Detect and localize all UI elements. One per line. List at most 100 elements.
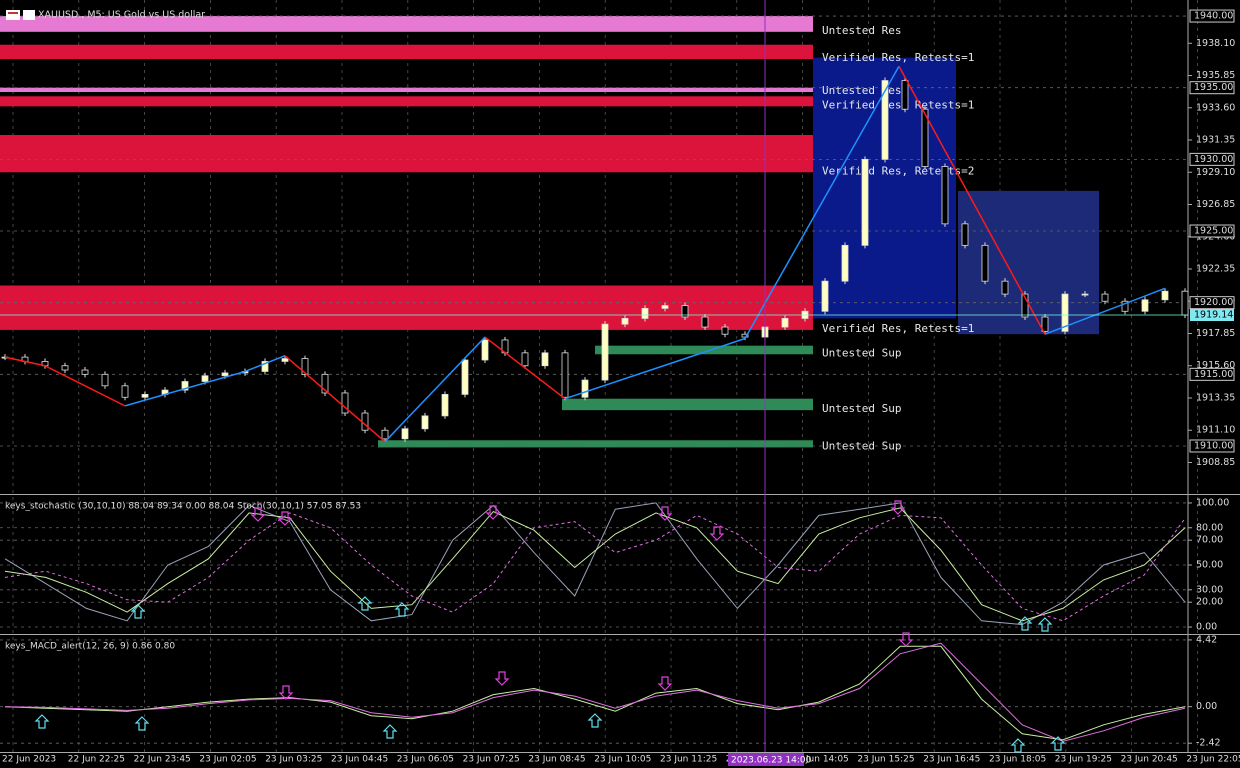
candle xyxy=(81,369,89,375)
cursor-label: 2023.06.23 14:00 xyxy=(731,756,812,766)
candle xyxy=(901,80,909,110)
y-tick-label: 1917.85 xyxy=(1196,328,1235,339)
y-tick-label: 1922.35 xyxy=(1196,263,1235,274)
x-tick-label: 23 Jun 08:45 xyxy=(528,755,585,765)
candle xyxy=(601,323,609,381)
candle xyxy=(1141,299,1149,312)
arrow-down xyxy=(250,507,266,522)
x-tick-label: 23 Jun 10:05 xyxy=(594,755,651,765)
candle xyxy=(1061,293,1069,332)
candle xyxy=(421,415,429,430)
level-label-box xyxy=(1189,296,1235,310)
y-tick-label: 50.00 xyxy=(1196,559,1223,570)
arrow-down xyxy=(657,506,673,521)
candle xyxy=(121,385,129,398)
candle xyxy=(1001,280,1009,295)
x-tick-label: 23 Jun 03:25 xyxy=(265,755,322,765)
x-tick-label: 23 Jun 16:45 xyxy=(923,755,980,765)
candle xyxy=(201,375,209,382)
zone xyxy=(0,44,813,60)
zone xyxy=(0,285,813,330)
icon xyxy=(23,10,35,20)
candle xyxy=(1101,293,1109,302)
y-tick-label: 1935.85 xyxy=(1196,70,1235,81)
y-tick-label: 1913.35 xyxy=(1196,392,1235,403)
zone xyxy=(0,87,813,93)
zone xyxy=(378,440,813,448)
candle xyxy=(541,352,549,367)
zigzag-segment xyxy=(898,65,1046,335)
zone-label: Verified Res, Retests=1 xyxy=(822,51,974,64)
cursor-label-box xyxy=(728,753,804,766)
candle xyxy=(721,326,729,335)
arrow-down xyxy=(494,671,510,686)
zigzag-segment xyxy=(4,356,46,367)
candle xyxy=(581,379,589,398)
zone-label: Verified Res, Retests=1 xyxy=(822,98,974,111)
y-tick-label: 30.00 xyxy=(1196,584,1223,595)
level-label-box xyxy=(1189,9,1235,23)
candle xyxy=(861,158,869,246)
candle xyxy=(1021,293,1029,318)
level-label-box xyxy=(1189,367,1235,381)
candle xyxy=(781,318,789,328)
x-tick-label: 23 Jun 07:25 xyxy=(463,755,520,765)
candle xyxy=(101,373,109,387)
level-label: 1940.00 xyxy=(1194,11,1233,22)
candle xyxy=(521,352,529,367)
arrow-up xyxy=(1010,738,1026,753)
x-tick-label: 23 Jun 11:25 xyxy=(660,755,717,765)
y-tick-label: 1931.35 xyxy=(1196,135,1235,146)
candle xyxy=(641,308,649,319)
x-tick-label: 23 Jun 19:25 xyxy=(1055,755,1112,765)
zone-box xyxy=(958,190,1099,335)
arrow-down xyxy=(709,526,725,541)
last-price-label: 1919.14 xyxy=(1194,310,1233,321)
x-tick-label: 23 Jun 20:45 xyxy=(1121,755,1178,765)
y-tick-label: 20.00 xyxy=(1196,597,1223,608)
zigzag-segment xyxy=(44,365,126,407)
level-label: 1935.00 xyxy=(1194,82,1233,93)
zone-label: Untested Res xyxy=(822,24,901,37)
zone xyxy=(0,135,813,173)
zigzag-segment xyxy=(244,355,286,373)
x-tick-label: 23 Jun 14:05 xyxy=(792,755,849,765)
zigzag-segment xyxy=(1044,287,1166,335)
zone-label: Untested Sup xyxy=(822,402,901,415)
candle xyxy=(381,429,389,440)
candle xyxy=(141,393,149,398)
candle xyxy=(61,365,69,371)
candle xyxy=(821,280,829,312)
arrow-down xyxy=(485,505,501,520)
y-tick-label: 1933.60 xyxy=(1196,102,1235,113)
level-label: 1930.00 xyxy=(1194,154,1233,165)
candle xyxy=(1181,290,1189,316)
arrow-up xyxy=(34,714,50,729)
arrow-up xyxy=(587,713,603,728)
x-tick-label: 22 Jun 23:45 xyxy=(134,755,191,765)
level-label-box xyxy=(1189,224,1235,238)
level-label-box xyxy=(1189,152,1235,166)
level-label: 1915.00 xyxy=(1194,369,1233,380)
zigzag-segment xyxy=(384,336,486,443)
y-tick-label: 1926.85 xyxy=(1196,199,1235,210)
x-tick-label: 23 Jun 18:05 xyxy=(989,755,1046,765)
icon xyxy=(8,12,18,14)
candle xyxy=(281,358,289,362)
candle xyxy=(841,244,849,282)
arrow-down xyxy=(277,511,293,526)
y-tick-label: 80.00 xyxy=(1196,522,1223,533)
candle xyxy=(961,223,969,246)
candle xyxy=(481,339,489,361)
arrow-up xyxy=(130,604,146,619)
zone-label: Verified Res, Retests=2 xyxy=(822,164,974,177)
candle xyxy=(561,352,569,398)
zigzag-segment xyxy=(284,355,386,443)
level-label-box xyxy=(1189,81,1235,95)
zigzag-segment xyxy=(744,65,900,339)
candle xyxy=(321,373,329,394)
arrow-down xyxy=(657,676,673,691)
candle xyxy=(461,359,469,395)
x-tick-label: 23 Jun 04:45 xyxy=(331,755,388,765)
